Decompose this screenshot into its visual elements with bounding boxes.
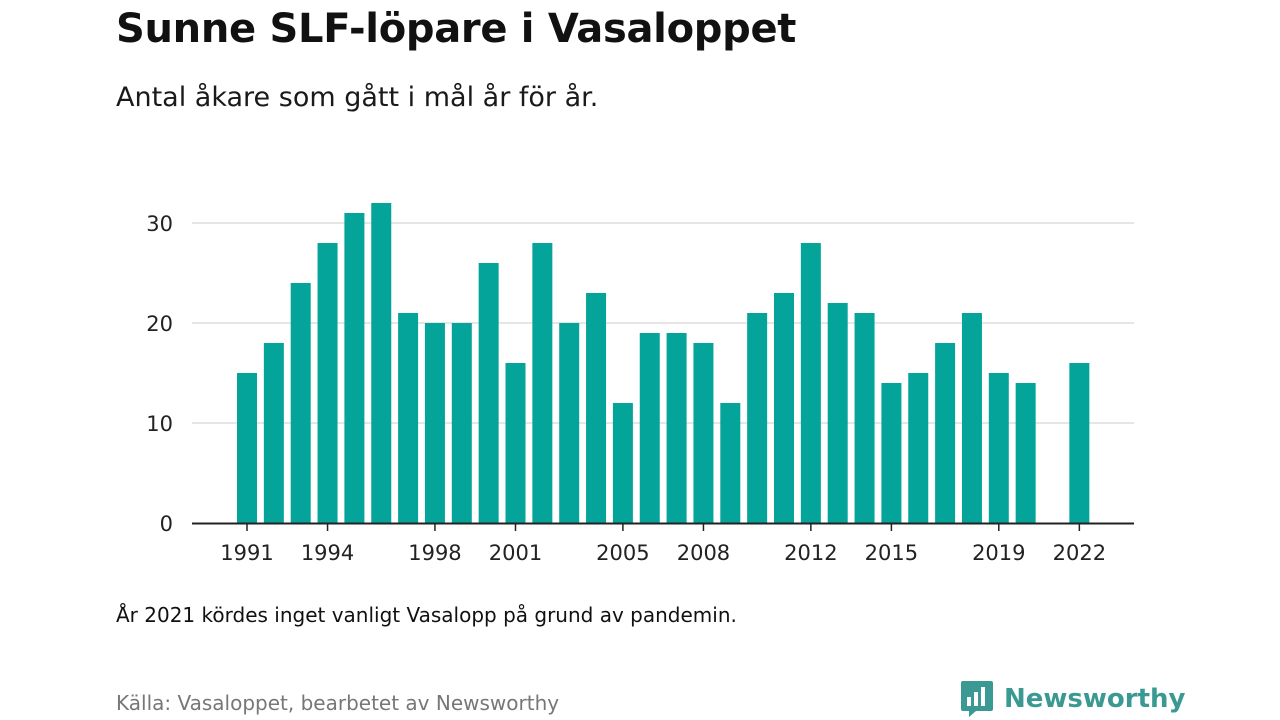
bar-2015	[881, 383, 902, 523]
bar-2012	[800, 243, 821, 523]
y-tick-label: 20	[146, 312, 173, 336]
bar-2009	[720, 403, 741, 523]
bar-2019	[988, 373, 1009, 523]
bar-2003	[559, 323, 580, 523]
chart-title: Sunne SLF-löpare i Vasaloppet	[116, 6, 797, 52]
bar-2007	[666, 333, 687, 523]
bar-1993	[290, 283, 311, 523]
bar-1999	[451, 323, 472, 523]
bar-2004	[586, 293, 607, 523]
x-tick-label: 2005	[596, 541, 649, 565]
bar-2020	[1015, 383, 1036, 523]
x-tick-label: 2008	[677, 541, 730, 565]
x-tick-label: 2022	[1053, 541, 1106, 565]
bar-2005	[612, 403, 633, 523]
bar-2018	[961, 313, 982, 523]
x-tick-label: 1994	[301, 541, 354, 565]
bar-2016	[908, 373, 929, 523]
bar-2022	[1069, 363, 1090, 523]
bar-2013	[827, 303, 848, 523]
bar-2006	[639, 333, 660, 523]
bar-1997	[398, 313, 419, 523]
bar-1992	[263, 343, 284, 523]
x-tick-label: 1991	[220, 541, 273, 565]
bar-1996	[371, 203, 392, 523]
chart-subtitle: Antal åkare som gått i mål år för år.	[116, 82, 599, 113]
brand-logo[interactable]: Newsworthy	[960, 680, 1185, 718]
x-tick-label: 2019	[972, 541, 1025, 565]
x-tick-label: 2012	[784, 541, 837, 565]
x-tick-label: 2001	[489, 541, 542, 565]
y-tick-label: 10	[146, 412, 173, 436]
newsworthy-logo-icon	[961, 681, 993, 717]
bar-2002	[532, 243, 553, 523]
brand-name: Newsworthy	[1004, 684, 1186, 714]
y-tick-label: 0	[160, 512, 173, 536]
source-text: Källa: Vasaloppet, bearbetet av Newswort…	[116, 691, 560, 715]
bar-2014	[854, 313, 875, 523]
bar-chart: 0 10 20 30 1991 1994 1998 2001 2005 2008 2012 2015 2…	[146, 203, 1134, 565]
bar-2008	[693, 343, 714, 523]
bar-2017	[935, 343, 956, 523]
bar-2010	[747, 313, 768, 523]
x-tick-label: 1998	[408, 541, 461, 565]
bar-2000	[478, 263, 499, 523]
axes: 0 10 20 30 1991 1994 1998 2001 2005 2008 2012 2015 2…	[146, 212, 1134, 565]
bars	[237, 203, 1090, 523]
y-tick-label: 30	[146, 212, 173, 236]
x-tick-label: 2015	[865, 541, 918, 565]
bar-1998	[424, 323, 445, 523]
bar-2011	[774, 293, 794, 523]
bar-1991	[237, 373, 257, 523]
bar-2001	[505, 363, 526, 523]
footnote: År 2021 kördes inget vanligt Vasalopp på…	[116, 603, 737, 627]
bar-1994	[317, 243, 338, 523]
bar-1995	[344, 213, 365, 523]
